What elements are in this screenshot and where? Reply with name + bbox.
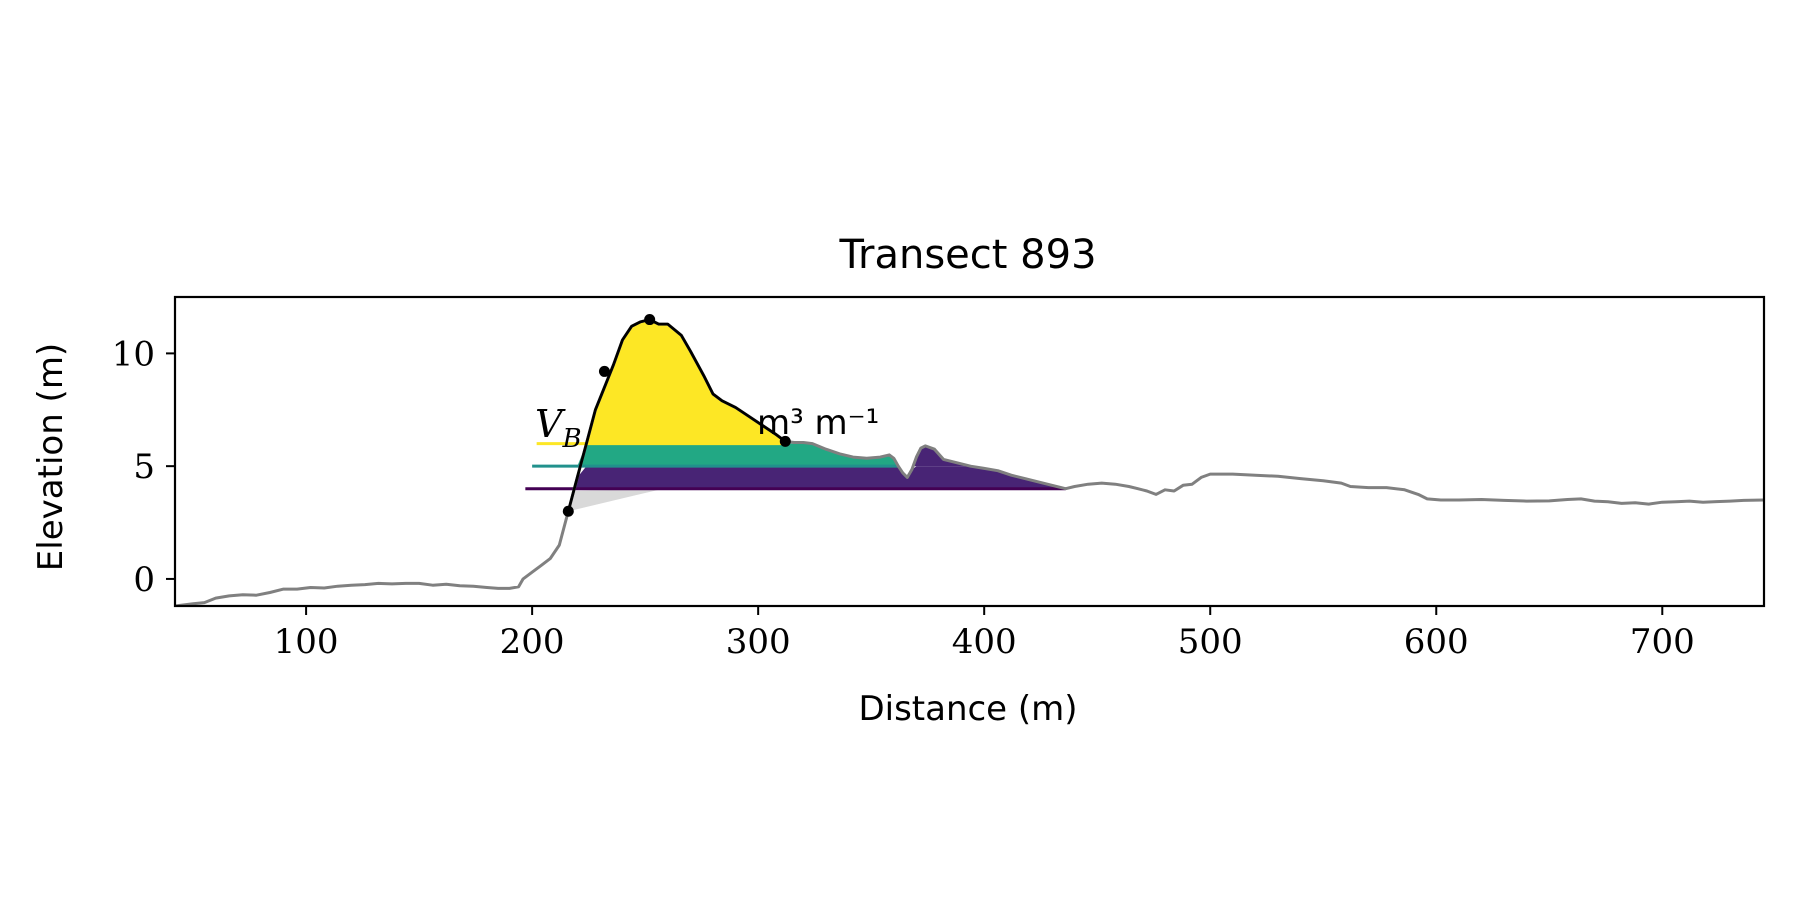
chart-title: Transect 893 [838,232,1096,278]
x-tick-label: 100 [274,622,339,662]
profile-line [175,318,1764,606]
annotation-symbol: VB [535,402,582,454]
dune-point-heel [779,435,791,447]
toe-wedge-fill [568,488,664,512]
x-tick-label: 200 [500,622,565,662]
y-axis: 0 5 10 [112,334,175,600]
band-mid-fill [575,443,899,467]
x-tick-label: 300 [726,622,791,662]
annotation-subscript: B [561,424,581,454]
plot-area [175,318,1764,606]
dune-markers [562,314,791,517]
x-axis-label: Distance (m) [858,689,1077,729]
y-tick-label: 10 [112,334,155,374]
y-tick-label: 5 [133,447,155,487]
y-tick-label: 0 [133,560,155,600]
x-tick-label: 500 [1178,622,1243,662]
dune-point-toe [562,505,574,517]
annotation-units: m³ m⁻¹ [757,403,879,443]
dune-point-mid_upper [598,365,610,377]
y-axis-label: Elevation (m) [31,343,71,571]
band-low-hump-fill [898,445,1066,467]
x-axis: 100 200 300 400 500 600 700 [274,606,1695,662]
x-tick-label: 700 [1630,622,1695,662]
dune-point-crest [644,314,656,326]
x-tick-label: 600 [1404,622,1469,662]
band-low-fill [575,466,1066,489]
dune-outline [566,318,787,512]
x-tick-label: 400 [952,622,1017,662]
volume-annotation: VB m³ m⁻¹ [535,402,879,454]
band-high-fill [581,319,786,444]
plot-frame [173,295,1766,608]
